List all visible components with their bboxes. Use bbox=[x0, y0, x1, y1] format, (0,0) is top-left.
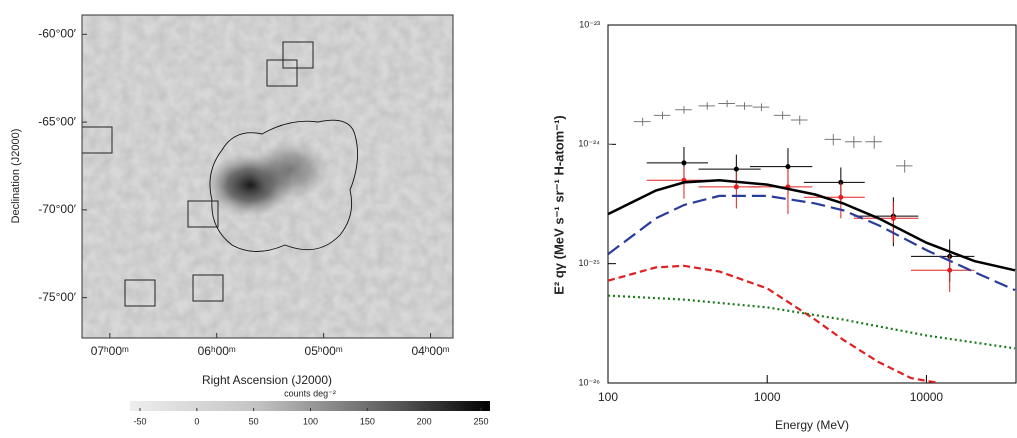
x-tick-label: 1000 bbox=[754, 390, 781, 404]
x-tick-label: 10000 bbox=[910, 390, 944, 404]
y-axis-label: E² qγ (MeV s⁻¹ sr⁻¹ H-atom⁻¹) bbox=[551, 115, 566, 295]
colorbar-tick-label: 100 bbox=[303, 416, 318, 426]
sky-map bbox=[81, 14, 490, 411]
contour bbox=[209, 119, 359, 252]
colorbar-tick-label: 250 bbox=[473, 416, 488, 426]
data-point bbox=[785, 164, 791, 170]
colorbar bbox=[130, 401, 490, 411]
model-curve bbox=[608, 264, 940, 383]
x-tick-label: 07ʰ00ᵐ bbox=[91, 344, 129, 358]
colorbar-tick-label: -50 bbox=[133, 416, 146, 426]
x-axis-label: Energy (MeV) bbox=[775, 418, 849, 432]
colorbar-tick-label: 150 bbox=[360, 416, 375, 426]
emission-blob bbox=[250, 140, 330, 200]
data-point bbox=[681, 160, 687, 166]
x-tick-label: 100 bbox=[598, 390, 618, 404]
data-point bbox=[947, 267, 953, 273]
colorbar-label: counts deg⁻² bbox=[284, 388, 336, 398]
y-tick-label: 10⁻²⁶ bbox=[579, 377, 601, 387]
plot-area bbox=[608, 100, 1016, 383]
y-tick-label: -70°00′ bbox=[38, 202, 76, 216]
x-axis-label: Right Ascension (J2000) bbox=[202, 373, 332, 387]
y-axis-label: Declination (J2000) bbox=[10, 129, 22, 224]
y-tick-label: 10⁻²⁵ bbox=[579, 258, 601, 268]
colorbar-tick-label: 50 bbox=[249, 416, 259, 426]
model-curve bbox=[608, 294, 1016, 350]
model-curve bbox=[608, 194, 1016, 292]
x-tick-label: 06ʰ00ᵐ bbox=[198, 344, 236, 358]
x-tick-label: 04ʰ00ᵐ bbox=[411, 344, 449, 358]
y-tick-label: -60°00′ bbox=[38, 26, 76, 40]
data-point bbox=[838, 194, 844, 200]
data-point bbox=[733, 184, 739, 190]
y-tick-label: 10⁻²⁴ bbox=[578, 139, 600, 149]
model-curve bbox=[608, 179, 1016, 272]
y-tick-label: -65°00′ bbox=[38, 114, 76, 128]
x-tick-label: 05ʰ00ᵐ bbox=[305, 344, 343, 358]
y-tick-label: -75°00′ bbox=[38, 290, 76, 304]
y-tick-label: 10⁻²³ bbox=[579, 19, 600, 29]
colorbar-tick-label: 0 bbox=[194, 416, 199, 426]
map-frame bbox=[81, 14, 454, 339]
data-point bbox=[890, 215, 896, 221]
colorbar-tick-label: 200 bbox=[417, 416, 432, 426]
data-point bbox=[733, 166, 739, 172]
plot-frame bbox=[607, 24, 1017, 384]
